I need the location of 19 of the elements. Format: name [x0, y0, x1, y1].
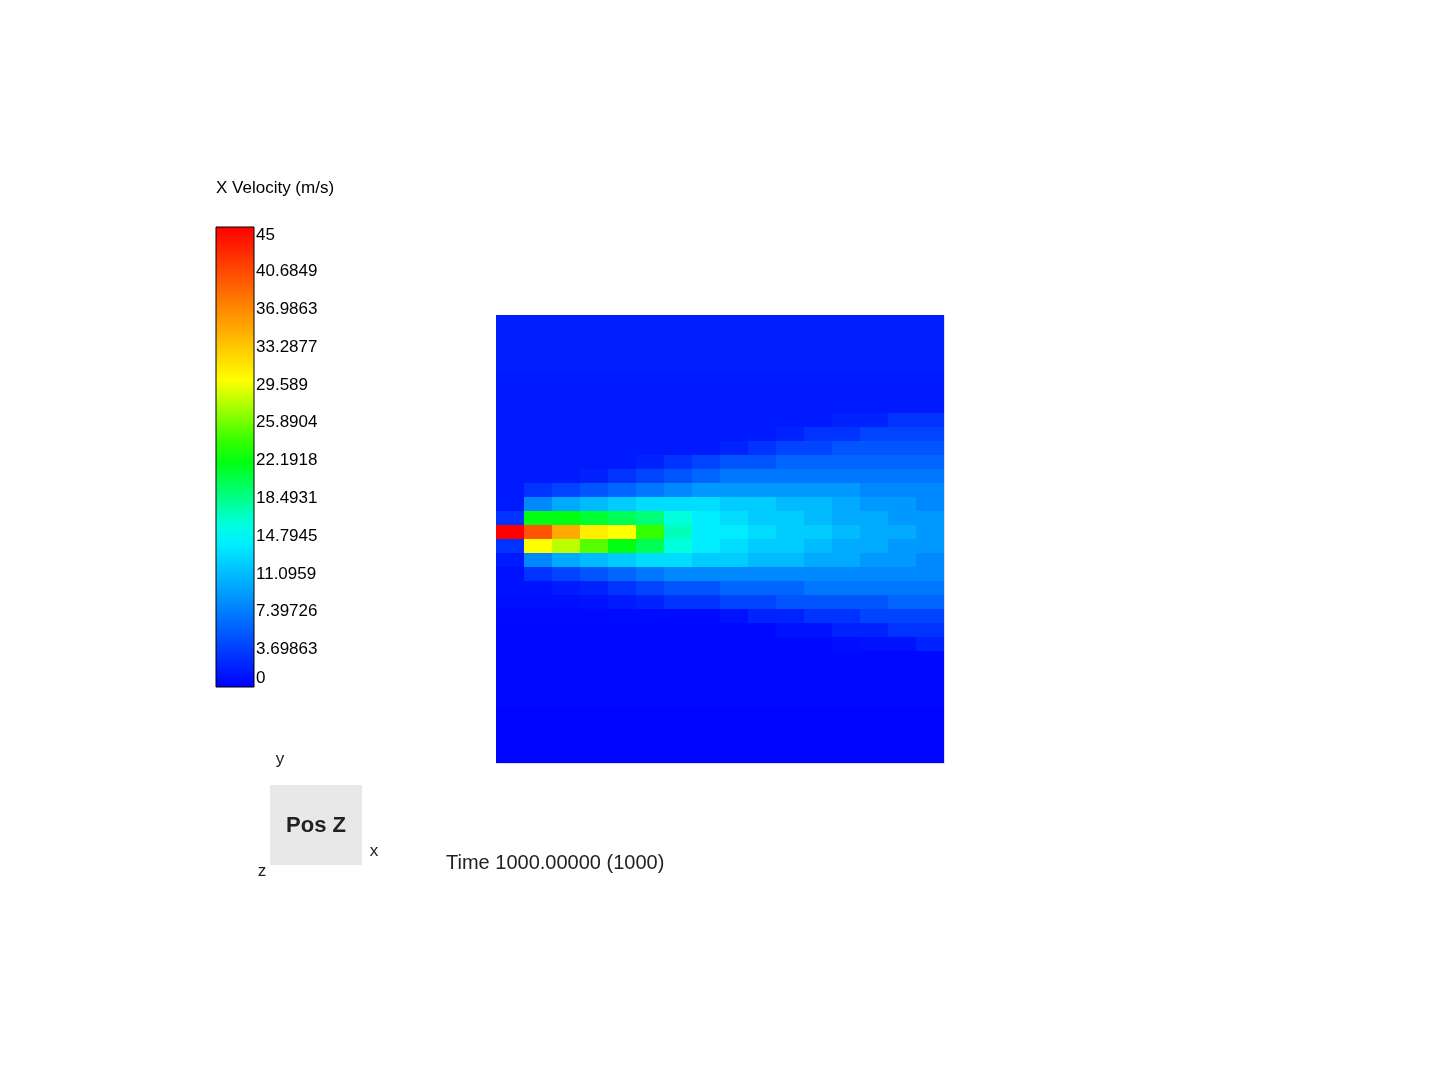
color-bar-label: 14.7945 — [256, 525, 318, 545]
color-bar-label: 11.0959 — [256, 563, 317, 583]
text: y — [275, 749, 285, 768]
color-bar-label: 36.9863 — [256, 298, 318, 318]
color-bar-label: 25.8904 — [256, 412, 318, 432]
color-bar-label: 3.69863 — [256, 639, 318, 659]
color-bar-label: 29.589 — [256, 374, 308, 394]
color-bar-label: 40.6849 — [256, 261, 318, 281]
legend-title: X Velocity (m/s) — [216, 178, 335, 197]
color-bar-label: 22.1918 — [256, 450, 318, 470]
color-bar-label: 7.39726 — [256, 601, 318, 621]
color-bar-label: 45 — [256, 225, 275, 244]
color-bar-label: 18.4931 — [256, 487, 318, 507]
color-bar-label: 0 — [256, 668, 266, 687]
text: Pos Z — [286, 812, 346, 837]
color-bar-label: 33.2877 — [256, 336, 318, 356]
text: Time 1000.00000 (1000) — [446, 851, 665, 873]
text: z — [257, 861, 267, 880]
text: x — [369, 841, 379, 860]
